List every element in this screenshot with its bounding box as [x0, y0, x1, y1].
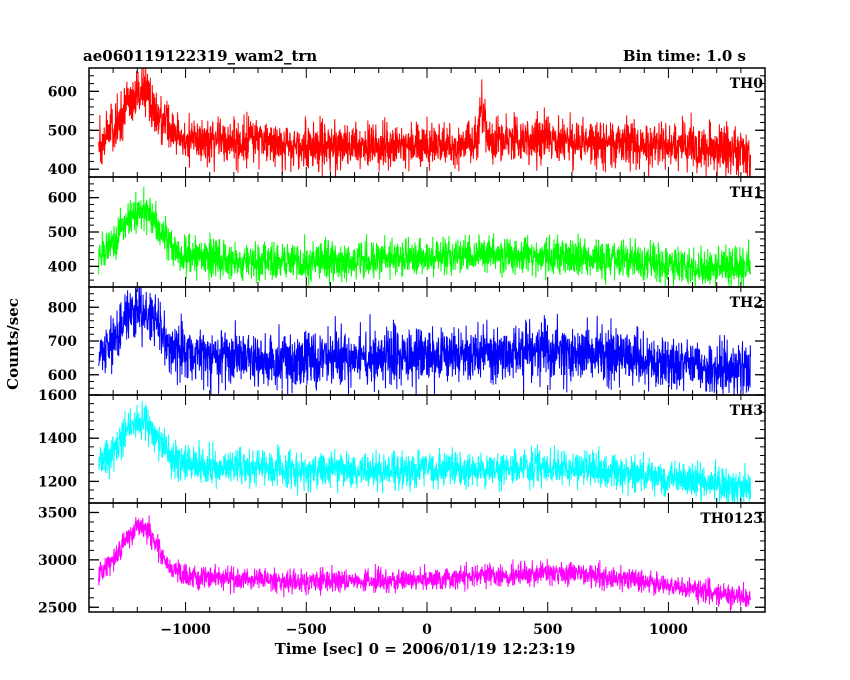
y-tick-label: 400	[48, 259, 77, 275]
y-tick-label: 3500	[38, 505, 77, 521]
light-curve-th0123	[98, 515, 752, 612]
y-tick-label: 400	[48, 162, 77, 178]
panel-label: TH2	[730, 295, 763, 311]
x-tick-label: 0	[422, 622, 432, 638]
y-tick-label: 600	[48, 191, 77, 207]
panel-label: TH0123	[700, 511, 763, 527]
y-tick-label: 700	[48, 334, 77, 350]
x-axis-title: Time [sec] 0 = 2006/01/19 12:23:19	[275, 640, 576, 658]
y-tick-label: 800	[48, 300, 77, 316]
panel-label: TH0	[730, 76, 764, 92]
panel-label: TH1	[730, 185, 763, 201]
light-curve-th1	[98, 186, 751, 287]
panel-th3: 1200 1400 1600 TH3	[38, 388, 766, 504]
panel-label: TH3	[730, 403, 763, 419]
light-curve-th0	[98, 68, 752, 177]
y-tick-label: 2500	[38, 600, 77, 616]
panels-group: 400 500 600 TH0 400 500 600 TH1 600 700 800 TH2 1200…	[38, 67, 766, 616]
panel-th1: 400 500 600 TH1	[48, 176, 766, 288]
y-tick-label: 1600	[38, 388, 77, 404]
panel-th2: 600 700 800 TH2	[48, 286, 766, 396]
plot-title: ae060119122319_wam2_trn	[83, 47, 317, 65]
x-axis: −1000 −500 0 500 1000	[160, 622, 688, 638]
bin-time-label: Bin time: 1.0 s	[623, 47, 746, 65]
panel-frame	[88, 502, 766, 613]
y-tick-label: 600	[48, 84, 77, 100]
y-tick-label: 500	[48, 123, 77, 139]
y-axis-title: Counts/sec	[4, 298, 22, 390]
panel-th0123: 2500 3000 3500 TH0123	[38, 502, 766, 616]
panel-th0: 400 500 600 TH0	[48, 67, 766, 178]
y-tick-label: 1400	[38, 431, 77, 447]
light-curve-th3	[98, 401, 752, 503]
x-tick-label: 500	[533, 622, 562, 638]
x-tick-label: −1000	[160, 622, 211, 638]
x-tick-label: −500	[286, 622, 327, 638]
y-tick-label: 500	[48, 225, 77, 241]
x-tick-label: 1000	[649, 622, 688, 638]
y-tick-label: 3000	[38, 553, 77, 569]
y-tick-label: 1200	[38, 474, 77, 490]
light-curve-th2	[98, 287, 752, 395]
y-tick-label: 600	[48, 368, 77, 384]
